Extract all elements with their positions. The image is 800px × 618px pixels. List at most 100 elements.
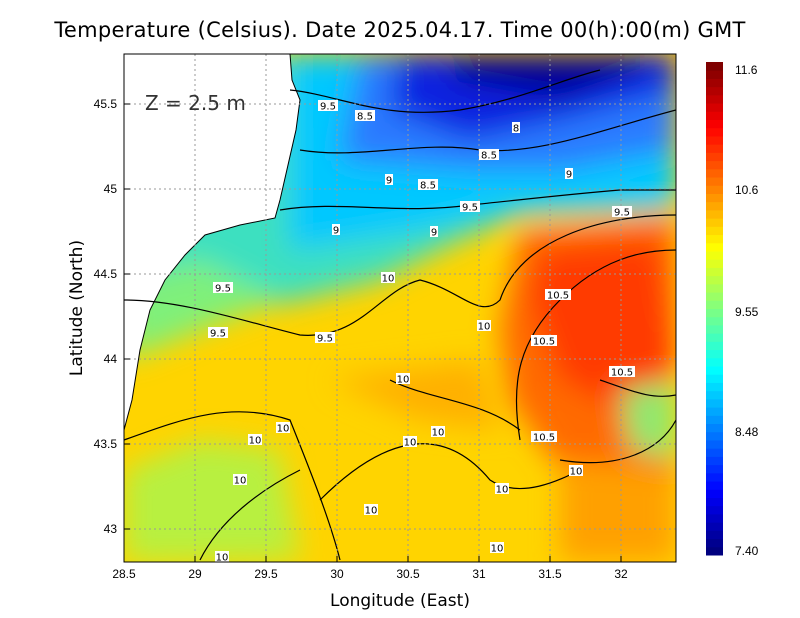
colorbar-swatch xyxy=(706,472,723,482)
colorbar-swatch xyxy=(706,538,723,548)
land xyxy=(124,54,301,431)
colorbar-swatch xyxy=(706,275,723,285)
contour-label-bg xyxy=(385,174,393,185)
contour-label-bg xyxy=(612,206,632,217)
contour-label: 10 xyxy=(365,506,378,517)
contour-label-bg xyxy=(490,542,504,553)
colorbar-swatch xyxy=(706,226,723,236)
contour-label: 9.5 xyxy=(210,329,226,340)
contour-label: 10 xyxy=(382,274,395,285)
colorbar-swatch xyxy=(706,111,723,121)
contour-label-bg xyxy=(213,282,233,293)
contour-label: 10 xyxy=(478,322,491,333)
contour-label: 8.5 xyxy=(481,151,497,162)
contour-label-bg xyxy=(565,168,573,179)
contour-label-bg xyxy=(215,551,229,562)
colorbar-swatch xyxy=(706,103,723,112)
contour-label: 9 xyxy=(386,176,392,187)
colorbar-swatch xyxy=(706,522,723,531)
colorbar-swatch xyxy=(706,374,723,383)
colorbar-swatch xyxy=(706,349,723,359)
contour-labels: 9.5 8.5 8 8.5 9 9 8.5 9.5 9.5 9 9 9.5 10 10.5 10 9.5 9.5… xyxy=(208,100,635,564)
contour-label: 10.5 xyxy=(533,337,555,348)
x-tick-label: 32 xyxy=(614,567,628,581)
x-ticks: 28.5 29 29.5 30 30.5 31 31.5 32 xyxy=(112,556,628,581)
colorbar-swatch xyxy=(706,530,723,540)
contour-label-bg xyxy=(545,289,571,300)
plot-frame xyxy=(123,53,677,563)
contour-label: 8.5 xyxy=(357,112,373,123)
colorbar-tick-label: 7.40 xyxy=(735,544,759,558)
colorbar-swatch xyxy=(706,439,723,449)
y-tick-label: 44 xyxy=(104,352,118,366)
colorbar-swatch xyxy=(706,94,723,104)
contour-label-bg xyxy=(355,110,375,121)
contour-label: 9.5 xyxy=(215,284,231,295)
x-tick-label: 31 xyxy=(472,567,486,581)
y-tick-label: 44.5 xyxy=(94,267,118,281)
colorbar-swatch xyxy=(706,390,723,400)
contour-label: 9.5 xyxy=(317,334,333,345)
contour-label-bg xyxy=(315,332,335,343)
contour-label-bg xyxy=(431,426,445,437)
contour-label-bg xyxy=(396,373,410,384)
x-tick-label: 28.5 xyxy=(112,567,136,581)
contour-label: 9.5 xyxy=(320,102,336,113)
colorbar-swatch xyxy=(706,209,723,219)
colorbar-tick-label: 9.55 xyxy=(735,305,759,319)
contour-label: 10.5 xyxy=(547,291,569,302)
contour-label: 9.5 xyxy=(462,203,478,214)
contour-lines xyxy=(124,69,676,561)
contour-label-bg xyxy=(381,272,395,283)
contour-label-bg xyxy=(276,422,290,433)
colorbar-swatch xyxy=(706,448,723,457)
colorbar-swatch xyxy=(706,513,723,523)
colorbar-swatch xyxy=(706,62,723,71)
contour-label: 9 xyxy=(333,226,339,237)
colorbar-swatch xyxy=(706,160,723,170)
contour-label: 10 xyxy=(432,428,445,439)
colorbar-swatch xyxy=(706,193,723,203)
colorbar-swatch xyxy=(706,259,723,268)
x-tick-label: 30 xyxy=(330,567,344,581)
grid-lines xyxy=(124,54,676,562)
contour-label: 8.5 xyxy=(420,181,436,192)
figure-title: Temperature (Celsius). Date 2025.04.17. … xyxy=(54,18,746,42)
y-tick-label: 43.5 xyxy=(94,437,118,451)
depth-label: Z = 2.5 m xyxy=(145,91,246,115)
colorbar-swatch xyxy=(706,177,723,186)
contour-label-bg xyxy=(479,149,499,160)
colorbar-swatch xyxy=(706,546,723,556)
colorbar-tick-label: 8.48 xyxy=(735,425,759,439)
contour-label: 9.5 xyxy=(614,208,630,219)
contour-label: 10.5 xyxy=(611,368,633,379)
colorbar-swatch xyxy=(706,398,723,408)
contour-label-bg xyxy=(495,483,509,494)
contour-label: 10 xyxy=(570,467,583,478)
x-tick-label: 30.5 xyxy=(396,567,420,581)
colorbar-swatch xyxy=(706,341,723,351)
colorbar-swatch xyxy=(706,135,723,145)
contour-label-bg xyxy=(430,226,438,237)
colorbar-swatch xyxy=(706,242,723,252)
colorbar-swatch xyxy=(706,250,723,260)
colorbar-swatch xyxy=(706,481,723,490)
colorbar-swatch xyxy=(706,300,723,309)
contour-label-bg xyxy=(418,179,438,190)
colorbar-swatch xyxy=(706,357,723,367)
contour-label-bg xyxy=(512,122,520,133)
contour-label-bg xyxy=(609,366,635,377)
contour-label: 10 xyxy=(496,485,509,496)
colorbar-swatch xyxy=(706,78,723,88)
contour-label-bg xyxy=(248,434,262,445)
colorbar-swatch xyxy=(706,267,723,277)
contour-label: 9 xyxy=(566,170,572,181)
contour-label: 10 xyxy=(216,553,229,564)
contour-label: 10 xyxy=(397,375,410,386)
colorbar-swatch xyxy=(706,497,723,507)
colorbar-tick-label: 11.6 xyxy=(735,63,758,77)
x-tick-label: 31.5 xyxy=(538,567,562,581)
contour-label: 8 xyxy=(513,124,519,135)
x-axis-label: Longitude (East) xyxy=(330,591,470,611)
colorbar-swatch xyxy=(706,201,723,211)
